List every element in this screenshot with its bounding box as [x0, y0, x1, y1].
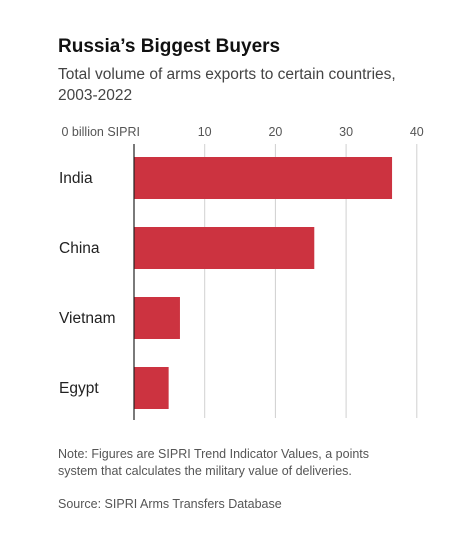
bar: [134, 157, 393, 199]
chart-title: Russia’s Biggest Buyers: [58, 36, 281, 57]
category-label: Vietnam: [59, 310, 116, 327]
category-label: Egypt: [59, 380, 99, 397]
x-tick-label: 40: [410, 125, 424, 139]
x-tick-label: 0 billion SIPRI: [61, 125, 140, 139]
category-label: India: [59, 170, 93, 187]
chart-note: Note: Figures are SIPRI Trend Indicator …: [58, 447, 370, 478]
bar: [134, 297, 180, 339]
bar-chart: 0 billion SIPRI 10 20 30 40 India China Vietnam…: [59, 125, 424, 420]
chart-source: Source: SIPRI Arms Transfers Database: [58, 497, 282, 511]
bar: [134, 367, 169, 409]
x-tick-label: 10: [198, 125, 212, 139]
bar: [134, 227, 315, 269]
x-tick-label: 20: [268, 125, 282, 139]
x-tick-label: 30: [339, 125, 353, 139]
chart-subtitle: Total volume of arms exports to certain …: [58, 66, 396, 104]
category-label: China: [59, 240, 100, 257]
